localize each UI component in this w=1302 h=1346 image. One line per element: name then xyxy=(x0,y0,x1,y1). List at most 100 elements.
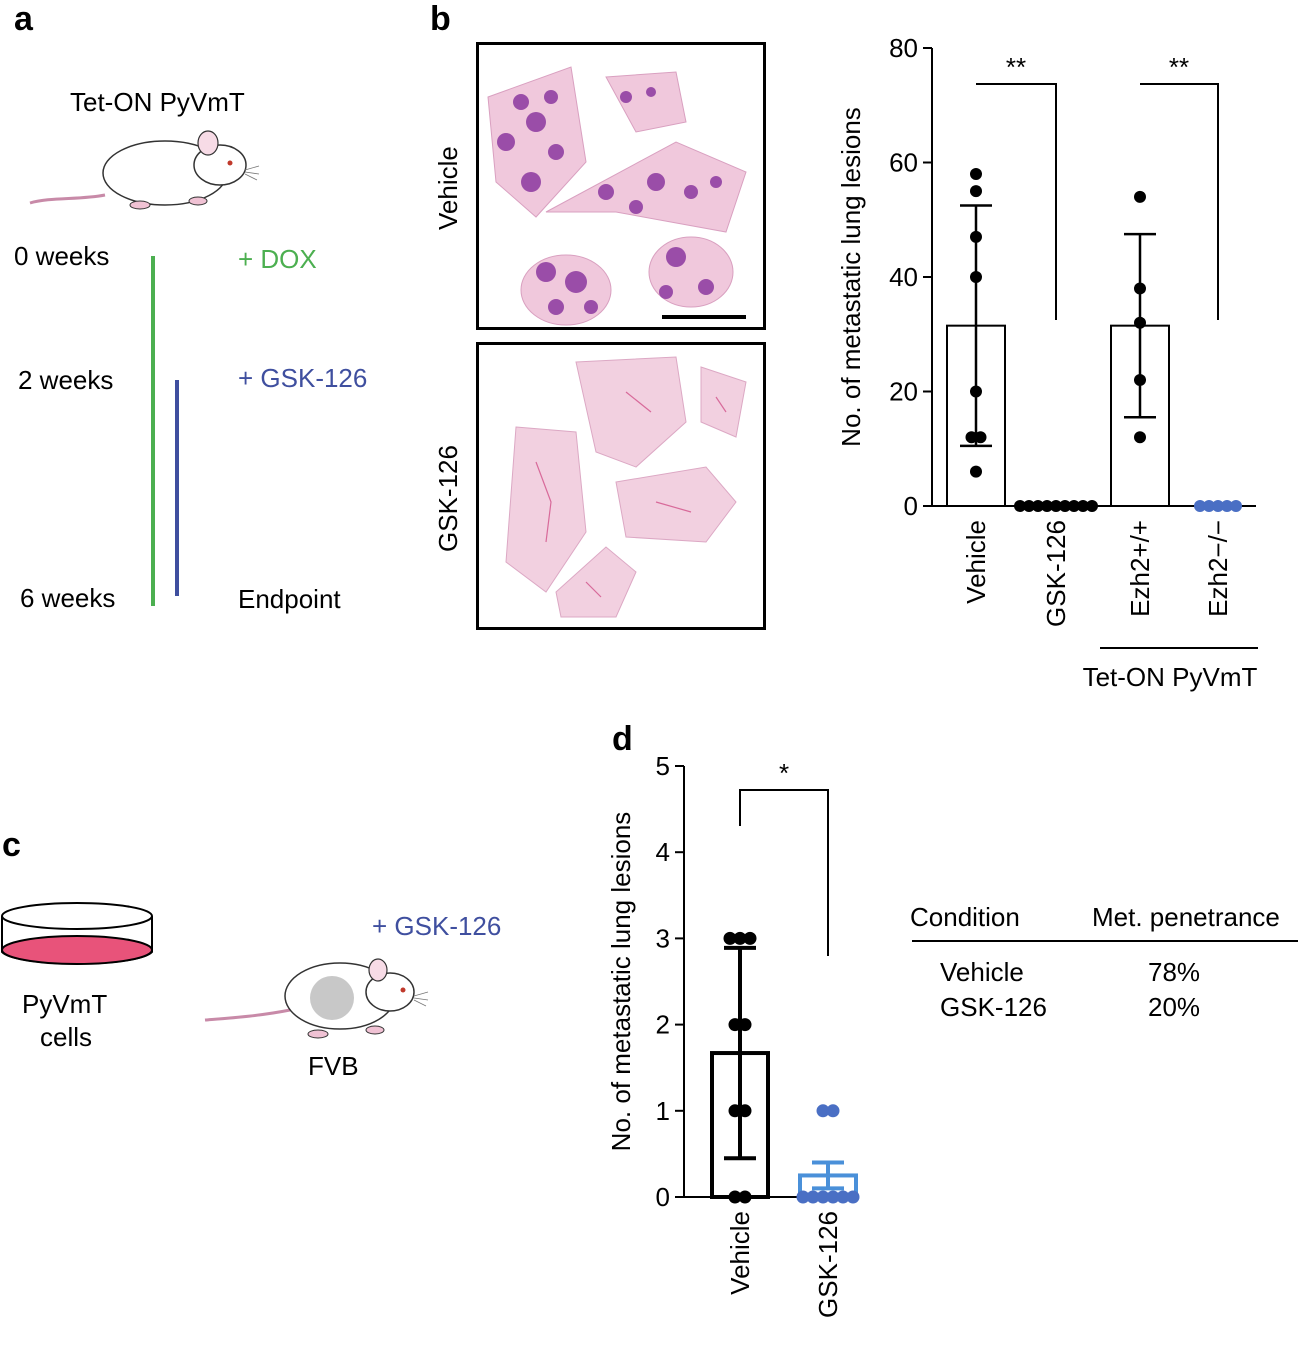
data-point xyxy=(1134,316,1146,329)
histology-label-vehicle: Vehicle xyxy=(433,146,463,230)
y-tick-label: 20 xyxy=(889,377,918,407)
chart-d: 0 1 2 3 4 5 No. of metastatic lung lesions Vehi… xyxy=(606,751,860,1318)
data-point xyxy=(743,931,757,945)
data-point xyxy=(816,1104,830,1118)
data-point xyxy=(1134,190,1146,203)
data-point xyxy=(806,1190,820,1204)
culture-dish-icon xyxy=(1,902,153,965)
x-tick-label: Vehicle xyxy=(725,1211,755,1295)
data-point xyxy=(970,167,982,180)
y-axis-label: No. of metastatic lung lesions xyxy=(836,107,866,447)
y-tick-label: 80 xyxy=(889,33,918,63)
y-tick-label: 3 xyxy=(656,923,670,953)
data-point xyxy=(970,465,982,478)
dox-label: + DOX xyxy=(238,244,317,274)
data-point xyxy=(738,1104,752,1118)
y-tick-label: 0 xyxy=(656,1182,670,1212)
significance-label: * xyxy=(779,758,789,788)
panel-a-letter: a xyxy=(14,0,33,38)
data-point xyxy=(826,1190,840,1204)
y-tick-label: 60 xyxy=(889,148,918,178)
panel-a-mouse-label: Tet-ON PyVmT xyxy=(70,87,245,117)
histology-image-vehicle xyxy=(476,42,766,330)
y-tick-label: 5 xyxy=(656,751,670,781)
data-point xyxy=(796,1190,810,1204)
mouse-illustration-a xyxy=(29,130,260,210)
data-point xyxy=(1077,500,1089,512)
data-point xyxy=(1032,500,1044,512)
data-point xyxy=(728,1018,742,1032)
y-tick-label: 2 xyxy=(656,1010,670,1040)
data-point xyxy=(728,1104,742,1118)
histology-label-gsk: GSK-126 xyxy=(433,445,463,552)
group-caption: Tet-ON PyVmT xyxy=(1083,662,1258,692)
data-point xyxy=(733,931,747,945)
y-axis-label: No. of metastatic lung lesions xyxy=(606,812,636,1152)
data-point xyxy=(1068,500,1080,512)
data-point xyxy=(816,1190,830,1204)
y-tick-label: 4 xyxy=(656,837,670,867)
data-point xyxy=(723,931,737,945)
significance-bracket xyxy=(976,83,1057,320)
data-point xyxy=(974,431,987,444)
mouse-illustration-c xyxy=(204,958,429,1039)
y-tick-label: 40 xyxy=(889,262,918,292)
significance-bracket xyxy=(1140,83,1219,320)
x-tick-label: Vehicle xyxy=(961,520,991,604)
data-point xyxy=(1194,500,1206,512)
data-point xyxy=(965,431,978,444)
significance-bracket xyxy=(739,789,829,956)
data-point xyxy=(970,230,982,243)
data-point xyxy=(970,185,982,198)
data-point xyxy=(738,1018,752,1032)
table-row-vehicle-condition: Vehicle xyxy=(940,957,1024,987)
dish-label-line2: cells xyxy=(40,1022,93,1052)
data-point xyxy=(1221,500,1233,512)
x-tick-label: GSK-126 xyxy=(813,1211,843,1318)
data-point xyxy=(1059,500,1071,512)
significance-label: ** xyxy=(1169,52,1189,82)
data-point xyxy=(1041,500,1053,512)
gsk-duration-bar xyxy=(175,380,179,596)
data-point xyxy=(1134,374,1146,387)
data-point xyxy=(1134,282,1146,295)
y-tick-label: 0 xyxy=(904,491,918,521)
data-point xyxy=(1023,500,1035,512)
data-point xyxy=(1086,500,1098,512)
dish-label-line1: PyVmT xyxy=(22,989,108,1019)
data-point xyxy=(970,385,982,398)
fvb-label: FVB xyxy=(308,1051,359,1081)
data-point xyxy=(1050,500,1062,512)
data-point xyxy=(826,1104,840,1118)
dox-duration-bar xyxy=(151,256,155,606)
x-tick-label: Ezh2+/+ xyxy=(1125,520,1155,617)
significance-label: ** xyxy=(1006,52,1026,82)
endpoint-label: Endpoint xyxy=(238,584,341,614)
panel-c-letter: c xyxy=(2,826,21,864)
chart-b: 0 20 40 60 80 No. of metastatic lung lesions V… xyxy=(836,33,1258,692)
data-point xyxy=(1134,431,1146,444)
x-tick-label: Ezh2−/− xyxy=(1203,520,1233,617)
table-row-gsk-condition: GSK-126 xyxy=(940,992,1047,1022)
data-point xyxy=(738,1190,752,1204)
data-point xyxy=(1014,500,1026,512)
table-row-gsk-penetrance: 20% xyxy=(1148,992,1201,1022)
panel-b-letter: b xyxy=(430,0,451,38)
histology-image-gsk xyxy=(476,342,766,630)
gsk-label-c: + GSK-126 xyxy=(372,911,502,941)
x-tick-label: GSK-126 xyxy=(1041,520,1071,627)
data-point xyxy=(846,1190,860,1204)
y-tick-label: 1 xyxy=(656,1096,670,1126)
timeline-0-weeks: 0 weeks xyxy=(14,241,110,271)
data-point xyxy=(1212,500,1224,512)
data-point xyxy=(1230,500,1242,512)
table-row-vehicle-penetrance: 78% xyxy=(1148,957,1201,987)
data-point xyxy=(728,1190,742,1204)
table-header-condition: Condition xyxy=(910,902,1020,932)
gsk-label-a: + GSK-126 xyxy=(238,363,368,393)
data-point xyxy=(970,271,982,283)
table-header-penetrance: Met. penetrance xyxy=(1092,902,1280,932)
panel-d-letter: d xyxy=(612,720,633,758)
data-point xyxy=(836,1190,850,1204)
timeline-6-weeks: 6 weeks xyxy=(20,583,116,613)
